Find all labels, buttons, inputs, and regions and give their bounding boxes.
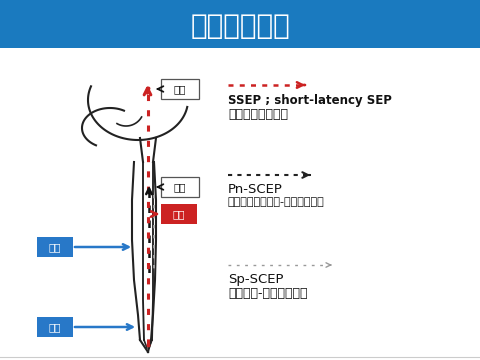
Text: 感覚モニター: 感覚モニター bbox=[190, 12, 290, 40]
Text: Sp-SCEP: Sp-SCEP bbox=[228, 273, 284, 286]
Text: Pn-SCEP: Pn-SCEP bbox=[228, 183, 283, 196]
Text: 末梢神経刺激刺激-脊髄誘発電位: 末梢神経刺激刺激-脊髄誘発電位 bbox=[228, 197, 325, 207]
FancyBboxPatch shape bbox=[37, 317, 73, 337]
Text: 記録: 記録 bbox=[174, 182, 186, 192]
FancyBboxPatch shape bbox=[161, 204, 197, 224]
Text: 刺激: 刺激 bbox=[49, 242, 61, 252]
Text: SSEP ; short-latency SEP: SSEP ; short-latency SEP bbox=[228, 94, 392, 107]
Bar bbox=[0, 0, 480, 48]
Text: 体性感覚誘発電位: 体性感覚誘発電位 bbox=[228, 108, 288, 121]
Text: 刺激: 刺激 bbox=[49, 322, 61, 332]
FancyBboxPatch shape bbox=[161, 79, 199, 99]
FancyBboxPatch shape bbox=[161, 177, 199, 197]
Text: 脊髄刺激-脊髄誘発電位: 脊髄刺激-脊髄誘発電位 bbox=[228, 287, 308, 300]
FancyBboxPatch shape bbox=[37, 237, 73, 257]
Text: 手術: 手術 bbox=[173, 209, 185, 219]
Text: 記録: 記録 bbox=[174, 84, 186, 94]
